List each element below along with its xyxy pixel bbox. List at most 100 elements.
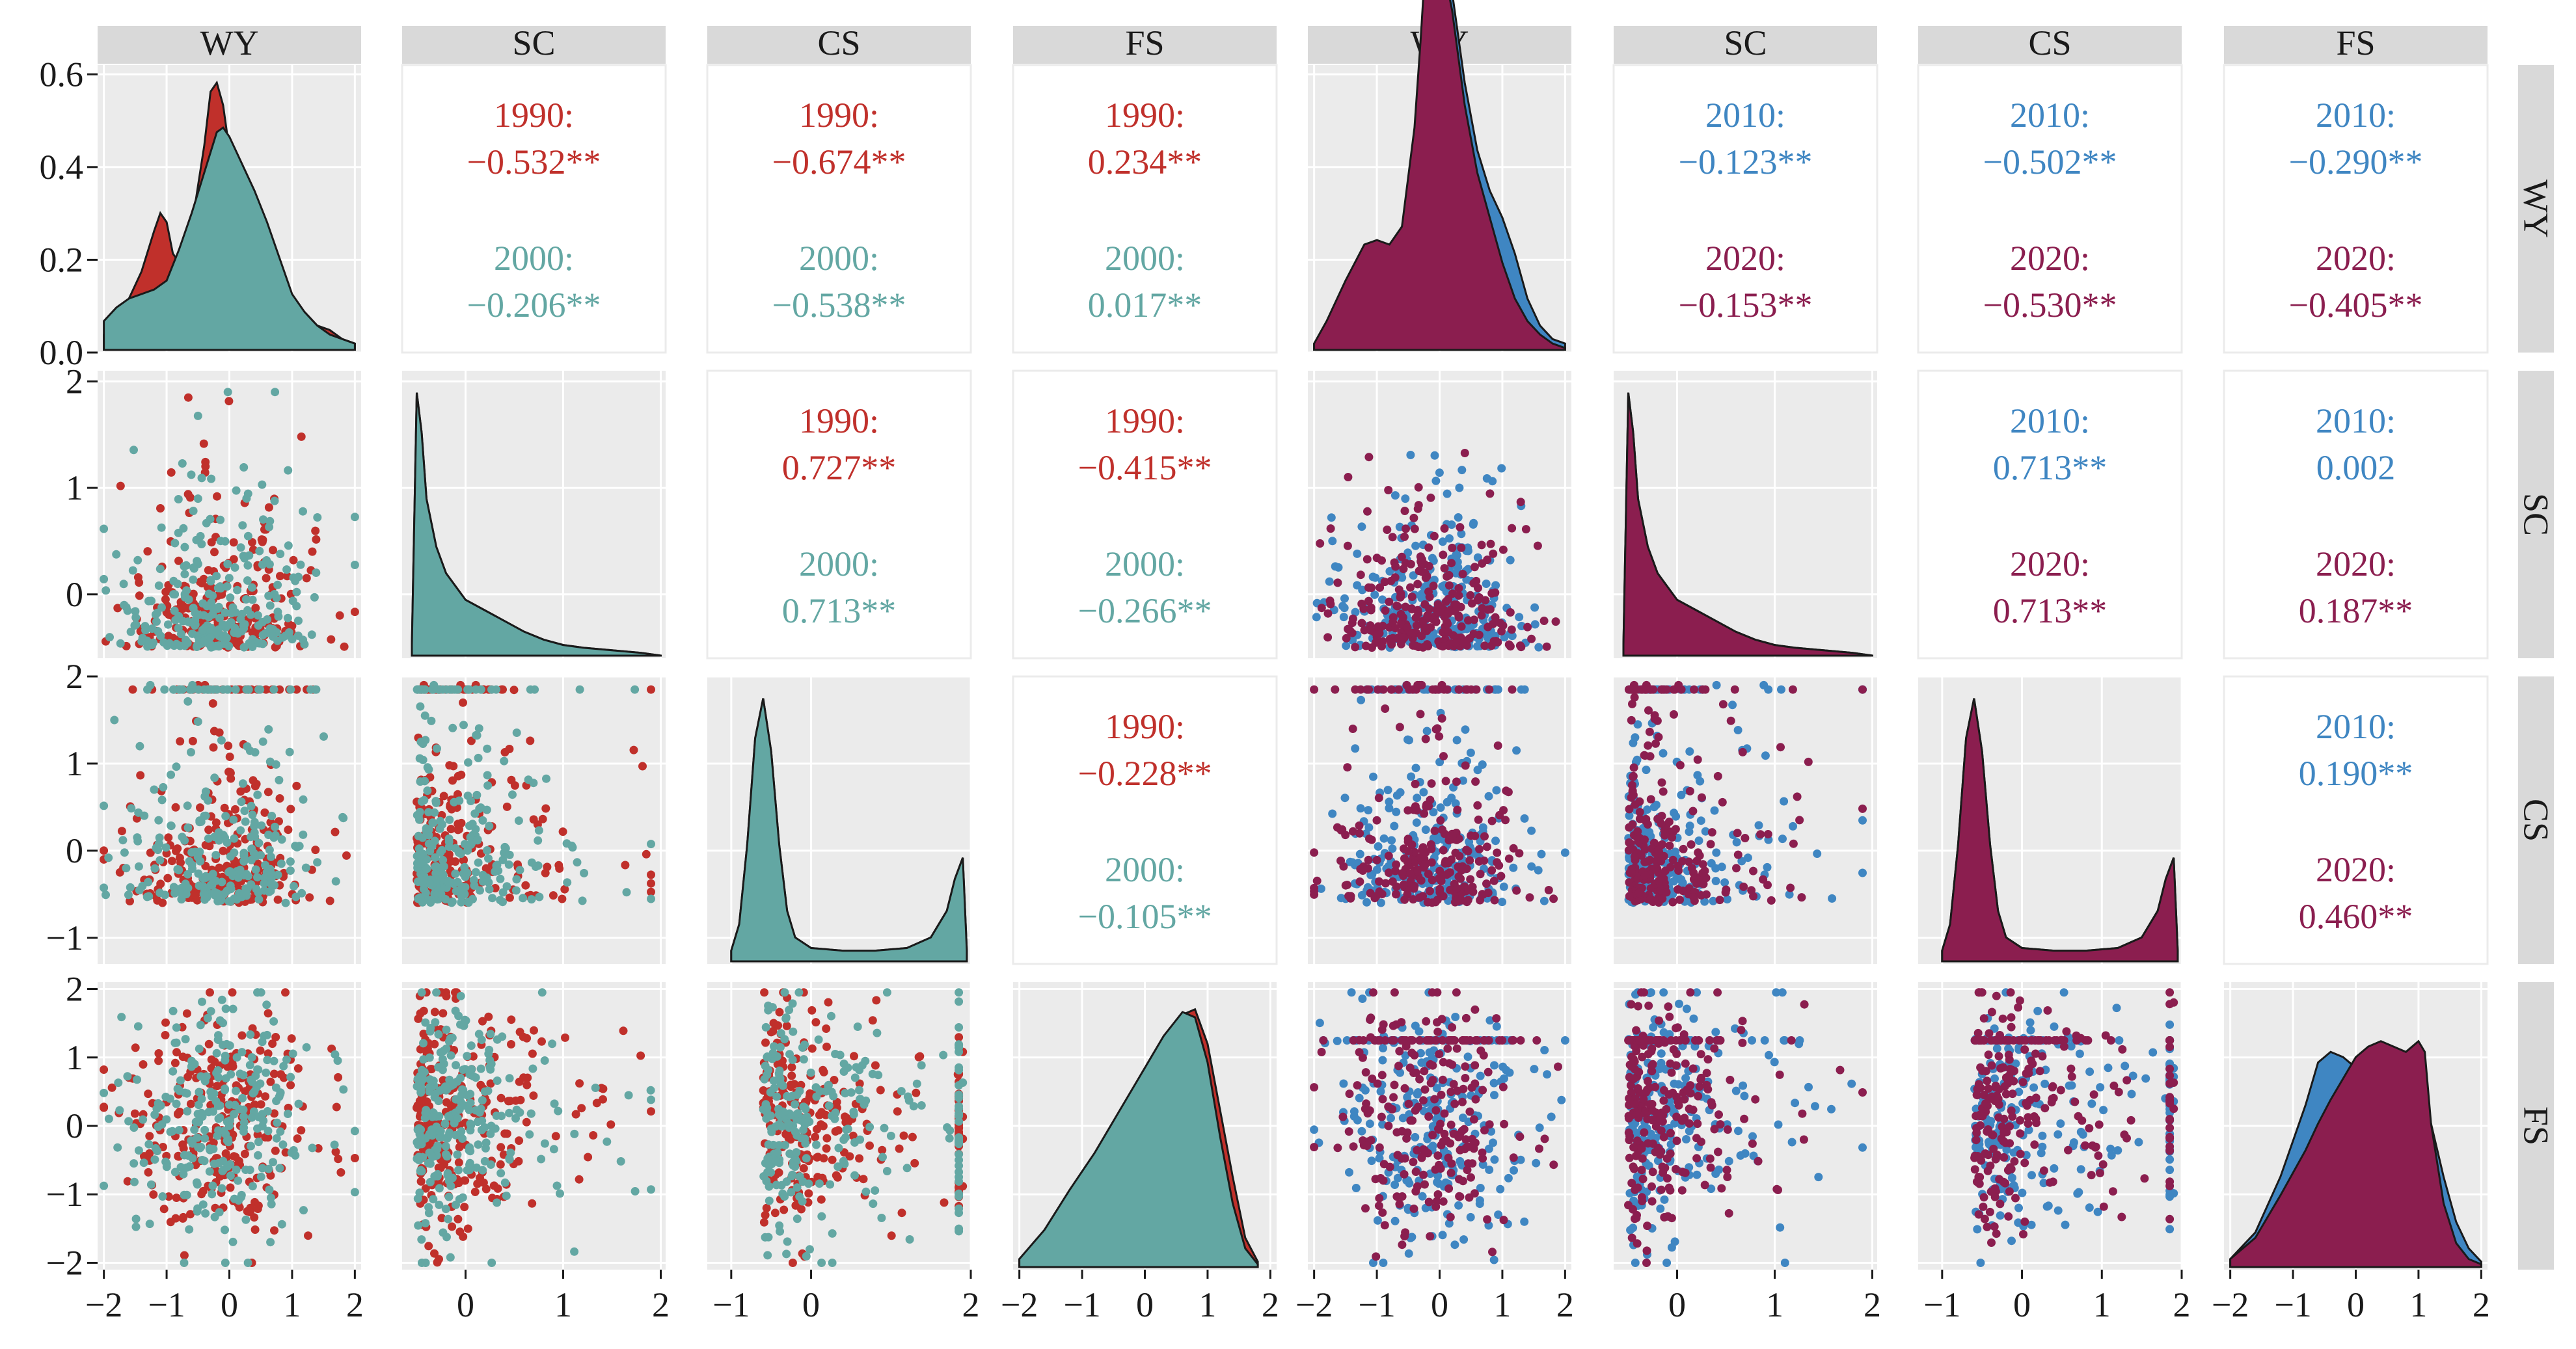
scatter-point bbox=[522, 1117, 531, 1127]
scatter-point bbox=[186, 1210, 195, 1219]
scatter-point bbox=[955, 1117, 964, 1126]
scatter-point bbox=[239, 463, 249, 472]
scatter-point bbox=[502, 1192, 511, 1200]
scatter-point bbox=[156, 856, 165, 865]
scatter-point bbox=[210, 548, 219, 557]
scatter-point bbox=[172, 1099, 181, 1108]
scatter-point bbox=[292, 781, 301, 790]
scatter-point bbox=[297, 432, 306, 441]
scatter-point bbox=[1387, 836, 1396, 845]
density-curve-2000 bbox=[730, 698, 968, 963]
scatter-point bbox=[616, 1157, 625, 1166]
scatter-point bbox=[763, 1154, 772, 1163]
scatter-point bbox=[850, 1052, 858, 1061]
scatter-point bbox=[507, 1040, 515, 1048]
scatter-point bbox=[1650, 711, 1659, 720]
scatter-point bbox=[859, 1175, 868, 1184]
scatter-point bbox=[1374, 622, 1383, 631]
scatter-point bbox=[194, 1101, 203, 1110]
scatter-point bbox=[157, 1120, 167, 1129]
scatter-point bbox=[419, 1055, 428, 1064]
scatter-point bbox=[1381, 879, 1390, 888]
scatter-point bbox=[1418, 846, 1427, 855]
scatter-point bbox=[454, 1158, 463, 1167]
scatter-point bbox=[114, 1078, 123, 1088]
scatter-point bbox=[102, 890, 110, 900]
scatter-point bbox=[455, 1105, 464, 1114]
scatter-point bbox=[1657, 778, 1666, 787]
scatter-point bbox=[474, 753, 483, 762]
scatter-point bbox=[342, 851, 351, 860]
scatter-point bbox=[940, 1198, 949, 1207]
scatter-point bbox=[1702, 890, 1711, 899]
scatter-point bbox=[450, 685, 459, 694]
scatter-point bbox=[182, 1163, 191, 1172]
scatter-point bbox=[771, 1157, 780, 1166]
scatter-point bbox=[233, 585, 242, 594]
scatter-point bbox=[1485, 685, 1494, 694]
scatter-point bbox=[193, 1207, 202, 1216]
scatter-point bbox=[145, 1132, 154, 1141]
scatter-point bbox=[174, 556, 183, 565]
scatter-point bbox=[430, 1093, 439, 1102]
scatter-point bbox=[1460, 449, 1469, 457]
scatter-point bbox=[905, 1235, 914, 1244]
scatter-point bbox=[467, 1041, 476, 1050]
scatter-point bbox=[416, 1167, 425, 1176]
scatter-point bbox=[1713, 771, 1722, 781]
scatter-point bbox=[223, 559, 232, 568]
scatter-point bbox=[478, 816, 487, 825]
scatter-point bbox=[215, 613, 224, 622]
scatter-point bbox=[955, 1150, 964, 1159]
scatter-point bbox=[459, 856, 468, 865]
scatter-point bbox=[1402, 680, 1411, 689]
scatter-point bbox=[235, 1203, 244, 1212]
scatter-point bbox=[448, 1222, 457, 1231]
scatter-point bbox=[473, 1117, 482, 1127]
scatter-point bbox=[1448, 543, 1457, 552]
scatter-point bbox=[1367, 643, 1376, 652]
scatter-point bbox=[292, 587, 301, 596]
scatter-point bbox=[1506, 608, 1515, 617]
scatter-point bbox=[821, 1087, 830, 1096]
scatter-point bbox=[1718, 700, 1728, 709]
scatter-point bbox=[437, 1133, 446, 1142]
scatter-point bbox=[1653, 846, 1662, 855]
scatter-point bbox=[1470, 563, 1479, 572]
scatter-point bbox=[1717, 862, 1726, 872]
scatter-point bbox=[1515, 849, 1524, 858]
scatter-point bbox=[1421, 734, 1430, 743]
scatter-point bbox=[286, 1073, 295, 1082]
scatter-point bbox=[255, 546, 264, 555]
scatter-point bbox=[1391, 562, 1400, 571]
scatter-point bbox=[1364, 453, 1374, 462]
scatter-point bbox=[1763, 862, 1772, 872]
scatter-point bbox=[1640, 685, 1649, 694]
scatter-point bbox=[515, 1136, 524, 1145]
scatter-point bbox=[206, 626, 215, 635]
scatter-point bbox=[1662, 888, 1671, 897]
scatter-point bbox=[1733, 850, 1742, 859]
scatter-point bbox=[1759, 680, 1769, 689]
scatter-point bbox=[1427, 858, 1436, 867]
scatter-point bbox=[215, 836, 223, 845]
scatter-point bbox=[189, 507, 198, 515]
scatter-point bbox=[204, 1039, 213, 1048]
scatter-point bbox=[895, 1144, 904, 1153]
scatter-point bbox=[850, 1073, 860, 1082]
scatter-points bbox=[1310, 988, 1569, 1267]
scatter-point bbox=[241, 1087, 250, 1096]
scatter-point bbox=[1423, 898, 1432, 907]
correlation-value: 0.002 bbox=[2316, 448, 2396, 487]
scatter-point bbox=[475, 805, 484, 813]
scatter-point bbox=[1402, 524, 1410, 533]
scatter-point bbox=[1537, 849, 1546, 859]
scatter-point bbox=[134, 862, 143, 871]
scatter-point bbox=[251, 865, 260, 874]
scatter-point bbox=[433, 1258, 442, 1267]
scatter-point bbox=[450, 797, 459, 807]
column-strip-label: FS bbox=[2336, 23, 2375, 62]
correlation-year-label: 2000: bbox=[1105, 239, 1185, 278]
scatter-point bbox=[437, 1214, 446, 1223]
scatter-point bbox=[1341, 881, 1350, 890]
